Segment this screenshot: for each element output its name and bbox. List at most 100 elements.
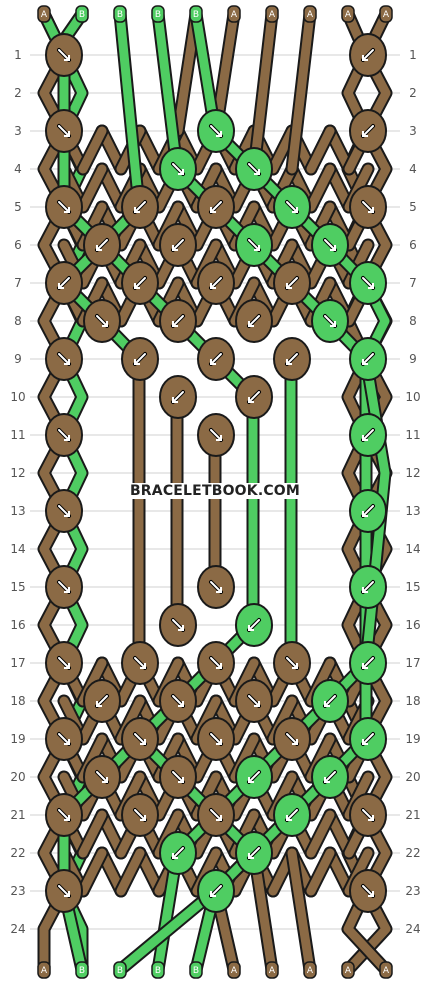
arrow-icon: [362, 505, 374, 517]
arrow-head-icon: [64, 55, 70, 61]
arrow-head-icon: [362, 511, 368, 517]
row-number-right: 9: [409, 352, 417, 366]
strand-end: [75, 961, 89, 979]
strand: [116, 848, 145, 896]
row-number-left: 15: [10, 580, 25, 594]
strand-letter: A: [269, 10, 276, 20]
arrow-head-icon: [362, 131, 368, 137]
row-number-right: 11: [405, 428, 420, 442]
arrow-head-icon: [64, 891, 70, 897]
arrow-icon: [248, 239, 260, 251]
arrow-head-icon: [216, 131, 222, 137]
row-number-right: 16: [405, 618, 420, 632]
strand-letter: B: [155, 10, 161, 20]
knot: [159, 755, 197, 799]
row-number-right: 12: [405, 466, 420, 480]
arrow-icon: [362, 809, 374, 821]
arrow-head-icon: [134, 283, 140, 289]
strand-letter: A: [345, 10, 352, 20]
knot: [45, 565, 83, 609]
arrow-icon: [210, 353, 222, 365]
arrow-head-icon: [64, 815, 70, 821]
arrow-head-icon: [254, 245, 260, 251]
arrow-head-icon: [210, 207, 216, 213]
strand: [78, 126, 107, 174]
arrow-icon: [172, 239, 184, 251]
strand-end: [151, 961, 165, 979]
strand-letter: A: [383, 10, 390, 20]
strand-end: [379, 961, 393, 979]
strand-end: [303, 961, 317, 979]
arrow-head-icon: [248, 625, 254, 631]
knot: [45, 337, 83, 381]
arrow-head-icon: [64, 131, 70, 137]
knot: [311, 299, 349, 343]
arrow-head-icon: [64, 359, 70, 365]
arrow-head-icon: [286, 283, 292, 289]
arrow-icon: [172, 695, 184, 707]
strand-end: [227, 5, 241, 23]
knot: [273, 717, 311, 761]
arrow-icon: [210, 429, 222, 441]
strand-letter: B: [79, 10, 85, 20]
knot: [197, 793, 235, 837]
arrow-head-icon: [362, 359, 368, 365]
arrow-head-icon: [64, 663, 70, 669]
arrow-head-icon: [368, 815, 374, 821]
knot: [349, 641, 387, 685]
knot: [311, 223, 349, 267]
row-number-left: 12: [10, 466, 25, 480]
arrow-icon: [172, 391, 184, 403]
knot: [159, 831, 197, 875]
row-number-right: 7: [409, 276, 417, 290]
strand-letter: A: [307, 966, 314, 976]
knot: [159, 375, 197, 419]
arrow-head-icon: [286, 359, 292, 365]
arrow-head-icon: [368, 891, 374, 897]
strand-letter: A: [269, 966, 276, 976]
arrow-icon: [286, 201, 298, 213]
knot: [273, 261, 311, 305]
row-number-right: 15: [405, 580, 420, 594]
arrow-head-icon: [172, 245, 178, 251]
knot: [349, 109, 387, 153]
row-number-right: 3: [409, 124, 417, 138]
knot: [45, 261, 83, 305]
row-number-right: 21: [405, 808, 420, 822]
arrow-head-icon: [96, 701, 102, 707]
knot: [273, 793, 311, 837]
knot: [159, 679, 197, 723]
strand-end: [341, 5, 355, 23]
arrow-head-icon: [172, 321, 178, 327]
knot: [349, 261, 387, 305]
strand-end: [379, 5, 393, 23]
arrow-icon: [172, 847, 184, 859]
strand-letter: B: [155, 966, 161, 976]
knot: [235, 679, 273, 723]
strand-end: [189, 5, 203, 23]
row-number-left: 4: [14, 162, 22, 176]
arrow-head-icon: [64, 739, 70, 745]
knot: [159, 147, 197, 191]
arrow-icon: [134, 809, 146, 821]
knot: [197, 185, 235, 229]
arrow-head-icon: [134, 359, 140, 365]
arrow-icon: [362, 353, 374, 365]
strand-letter: A: [231, 10, 238, 20]
arrow-icon: [58, 49, 70, 61]
arrow-icon: [96, 315, 108, 327]
watermark: BRACELETBOOK.COM: [127, 483, 303, 499]
arrow-icon: [172, 771, 184, 783]
strand: [78, 164, 107, 212]
knot: [349, 565, 387, 609]
arrow-head-icon: [324, 777, 330, 783]
arrow-icon: [96, 239, 108, 251]
arrow-icon: [362, 581, 374, 593]
knot: [159, 603, 197, 647]
knot: [235, 299, 273, 343]
arrow-head-icon: [330, 245, 336, 251]
arrow-head-icon: [102, 777, 108, 783]
knot: [45, 641, 83, 685]
